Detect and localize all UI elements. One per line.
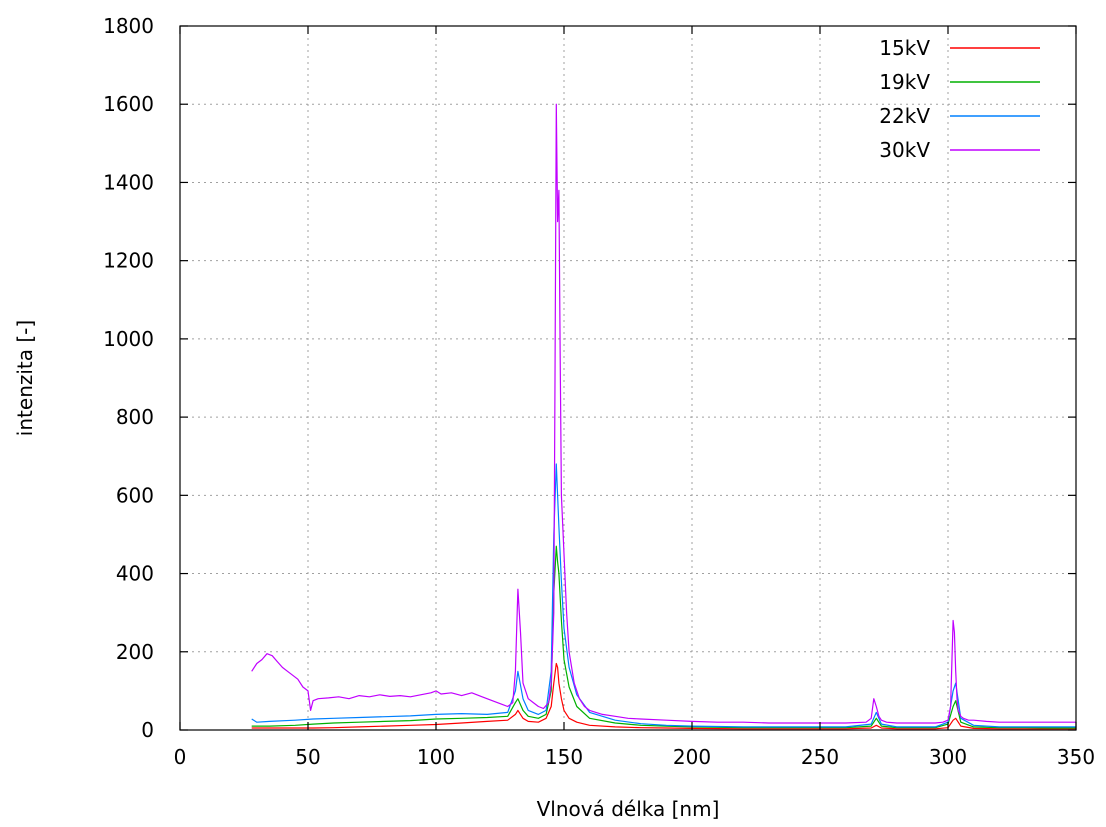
y-axis-tick-labels: 0 200 400 600 800 1000 1200 1400 1600 1800 <box>103 14 154 742</box>
y-axis-label: intenzita [-] <box>13 320 37 436</box>
y-tick-label: 200 <box>116 640 154 664</box>
y-tick-label: 1400 <box>103 170 154 194</box>
y-tick-label: 400 <box>116 562 154 586</box>
plot-area <box>251 103 1076 730</box>
x-axis-tick-labels: 0 50 100 150 200 250 300 350 <box>174 745 1095 769</box>
series-line-30kV <box>251 103 1076 724</box>
x-tick-label: 350 <box>1057 745 1095 769</box>
y-tick-label: 1600 <box>103 92 154 116</box>
legend: 15kV 19kV 22kV 30kV <box>879 36 1040 162</box>
legend-entry-label: 22kV <box>879 104 930 128</box>
legend-entry-label: 15kV <box>879 36 930 60</box>
x-tick-label: 100 <box>417 745 455 769</box>
y-tick-label: 1800 <box>103 14 154 38</box>
grid <box>180 26 1076 730</box>
legend-entry-label: 19kV <box>879 70 930 94</box>
x-axis-label: Vlnová délka [nm] <box>537 797 720 821</box>
y-tick-label: 600 <box>116 483 154 507</box>
axis-ticks <box>179 25 1077 731</box>
x-tick-label: 150 <box>545 745 583 769</box>
legend-entry-label: 30kV <box>879 138 930 162</box>
y-tick-label: 0 <box>141 718 154 742</box>
y-tick-label: 1000 <box>103 327 154 351</box>
x-tick-label: 200 <box>673 745 711 769</box>
x-tick-label: 250 <box>801 745 839 769</box>
x-tick-label: 0 <box>174 745 187 769</box>
plot-frame <box>179 25 1077 731</box>
y-tick-label: 1200 <box>103 249 154 273</box>
series-line-22kV <box>251 463 1076 728</box>
y-tick-label: 800 <box>116 405 154 429</box>
x-tick-label: 300 <box>929 745 967 769</box>
x-tick-label: 50 <box>295 745 320 769</box>
